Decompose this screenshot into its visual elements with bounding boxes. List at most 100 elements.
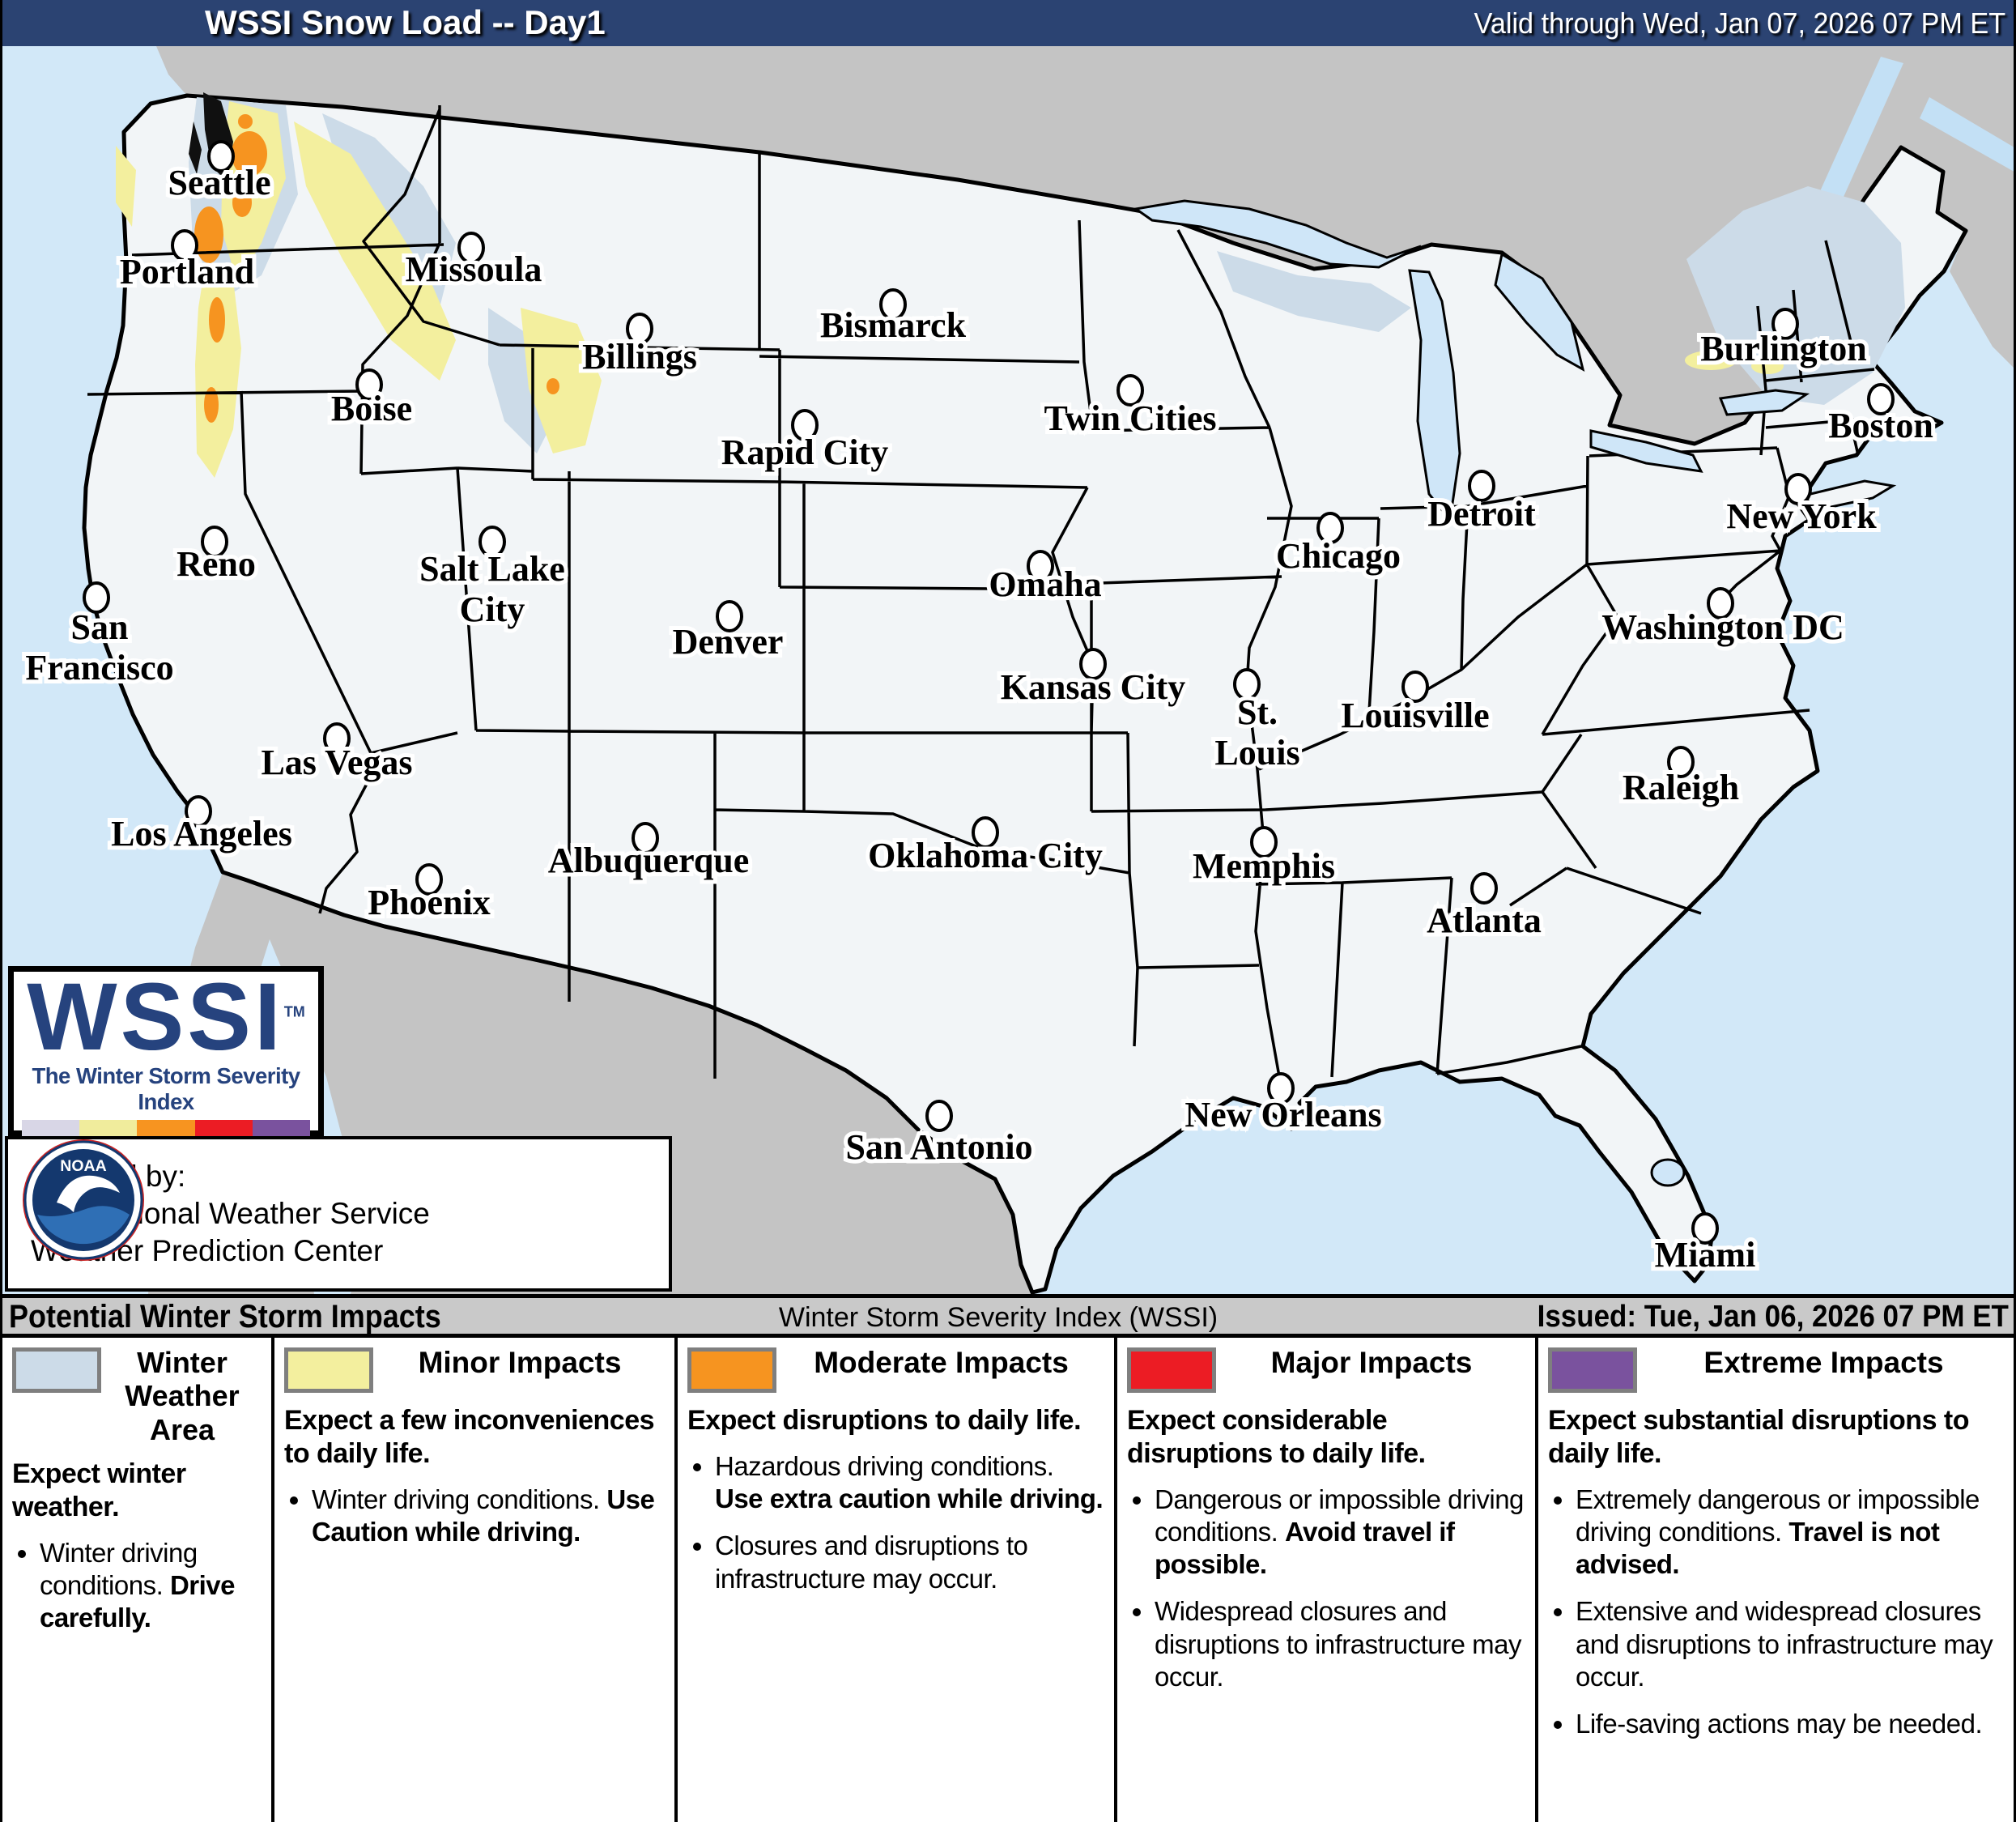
city-missoula: Missoula: [402, 232, 546, 293]
footer-left-title: Potential Winter Storm Impacts: [9, 1299, 441, 1335]
city-bismarck: Bismarck: [816, 288, 971, 349]
minor-impacts-vermont-2: [1751, 358, 1784, 374]
city-label: Oklahoma City: [868, 836, 1103, 875]
legend-bullet: Extremely dangerous or impossible drivin…: [1576, 1484, 2010, 1581]
long-island: [1801, 479, 1897, 512]
city-dot: [201, 526, 228, 558]
legend-bullet-list: Extremely dangerous or impossible drivin…: [1548, 1484, 2010, 1741]
city-dot: [1771, 308, 1799, 340]
city-dot: [207, 140, 235, 172]
city-label: San Antonio: [845, 1127, 1032, 1167]
city-dot: [185, 795, 212, 828]
city-oklahoma-city: Oklahoma City: [864, 816, 1107, 879]
city-label: St. Louis: [1214, 692, 1299, 773]
city-las-vegas: Las Vegas: [257, 722, 417, 786]
city-dot: [632, 822, 659, 854]
city-label: Albuquerque: [548, 841, 750, 880]
city-dot: [1667, 746, 1695, 778]
city-dot: [1470, 872, 1498, 905]
legend-bullet: Winter driving conditions. Drive careful…: [40, 1537, 263, 1635]
moderate-impacts-spot-4: [204, 387, 219, 423]
city-label: Chicago: [1276, 536, 1401, 576]
city-portland: Portland: [116, 229, 258, 296]
city-dot: [791, 409, 819, 441]
legend-bullet-list: Winter driving conditions. Use Caution w…: [284, 1484, 666, 1549]
moderate-impacts-spot-0: [232, 131, 267, 177]
legend-swatch: [12, 1347, 101, 1393]
city-label: Memphis: [1193, 846, 1335, 886]
minor-impacts-montana: [521, 308, 602, 453]
city-new-york: New York: [1722, 473, 1881, 540]
legend-intro: Expect substantial disruptions to daily …: [1548, 1405, 1970, 1469]
state-borders: [87, 105, 1875, 1082]
city-billings: Billings: [578, 313, 701, 381]
city-label: Raleigh: [1623, 768, 1739, 807]
wssi-logo-text: WSSITM: [27, 964, 305, 1071]
city-label: Las Vegas: [261, 743, 412, 782]
moderate-impacts-spot-3: [209, 297, 225, 343]
city-label: New Orleans: [1185, 1095, 1381, 1134]
noaa-logo-label: NOAA: [60, 1157, 106, 1175]
lake-superior: [1133, 199, 1422, 269]
city-washington-dc: Washington DC: [1597, 587, 1848, 651]
city-detroit: Detroit: [1423, 470, 1540, 538]
legend-intro: Expect disruptions to daily life.: [687, 1405, 1082, 1436]
city-omaha: Omaha: [985, 550, 1106, 608]
legend-intro: Expect a few inconveniences to daily lif…: [284, 1405, 655, 1469]
legend-bullet: Life-saving actions may be needed.: [1576, 1708, 2010, 1740]
credit-box: NOAA Created by: The National Weather Se…: [5, 1136, 672, 1292]
city-label: Boise: [331, 389, 412, 428]
city-label: Twin Cities: [1044, 398, 1216, 438]
city-label: Boston: [1828, 406, 1933, 445]
city-label: Bismarck: [820, 305, 967, 345]
city-los-angeles: Los Angeles: [107, 795, 296, 858]
legend-intro: Expect considerable disruptions to daily…: [1127, 1405, 1426, 1469]
city-label: San Francisco: [25, 607, 173, 688]
us-weather-map: Seattle Portland Missoula Boise Billings Bism…: [2, 46, 2014, 1294]
city-dot: [1116, 374, 1144, 407]
minor-impacts-idaho: [294, 121, 456, 381]
city-label: Seattle: [168, 163, 270, 202]
city-atlanta: Atlanta: [1423, 872, 1546, 944]
legend-column-extreme-impacts: Extreme Impacts Expect substantial disrup…: [1538, 1338, 2014, 1822]
city-salt-lake-city: Salt Lake City: [415, 526, 569, 633]
city-markers: Seattle Portland Missoula Boise Billings Bism…: [21, 140, 1937, 1279]
city-dot: [972, 816, 999, 849]
city-boise: Boise: [327, 368, 416, 432]
city-dot: [1401, 670, 1429, 703]
city-label: Rapid City: [721, 432, 889, 472]
city-boston: Boston: [1824, 383, 1937, 449]
winter-weather-area-upper-midwest: [1217, 251, 1411, 332]
city-label: Kansas City: [1001, 667, 1186, 707]
city-rapid-city: Rapid City: [717, 409, 892, 476]
lake-michigan: [1408, 269, 1461, 523]
city-dot: [925, 1100, 953, 1132]
city-dot: [716, 600, 743, 632]
legend-swatch: [1127, 1347, 1216, 1393]
city-dot: [478, 526, 506, 558]
legend-bullet: Winter driving conditions. Use Caution w…: [312, 1484, 666, 1549]
city-label: Atlanta: [1427, 900, 1542, 940]
city-label: Phoenix: [368, 883, 491, 922]
city-label: Denver: [673, 622, 784, 662]
footer-bar: Potential Winter Storm Impacts Winter St…: [2, 1294, 2014, 1338]
minor-impacts-vermont: [1685, 351, 1737, 370]
city-label: Detroit: [1427, 494, 1536, 534]
city-chicago: Chicago: [1272, 512, 1405, 580]
city-dot: [879, 288, 907, 321]
trademark-symbol: TM: [283, 1003, 305, 1020]
city-dot: [1316, 512, 1344, 544]
legend-title: Extreme Impacts: [1703, 1346, 1944, 1379]
city-label: Reno: [177, 544, 256, 584]
legend-title: Winter Weather Area: [125, 1346, 240, 1446]
legend-swatch: [1548, 1347, 1637, 1393]
city-miami: Miami: [1651, 1212, 1759, 1279]
city-dot: [457, 232, 485, 264]
city-denver: Denver: [669, 600, 787, 666]
city-dot: [1707, 587, 1734, 619]
lake-huron: [1494, 252, 1585, 372]
city-burlington: Burlington: [1696, 308, 1871, 372]
legend-bullet-list: Hazardous driving conditions. Use extra …: [687, 1450, 1106, 1595]
city-albuquerque: Albuquerque: [544, 822, 753, 884]
